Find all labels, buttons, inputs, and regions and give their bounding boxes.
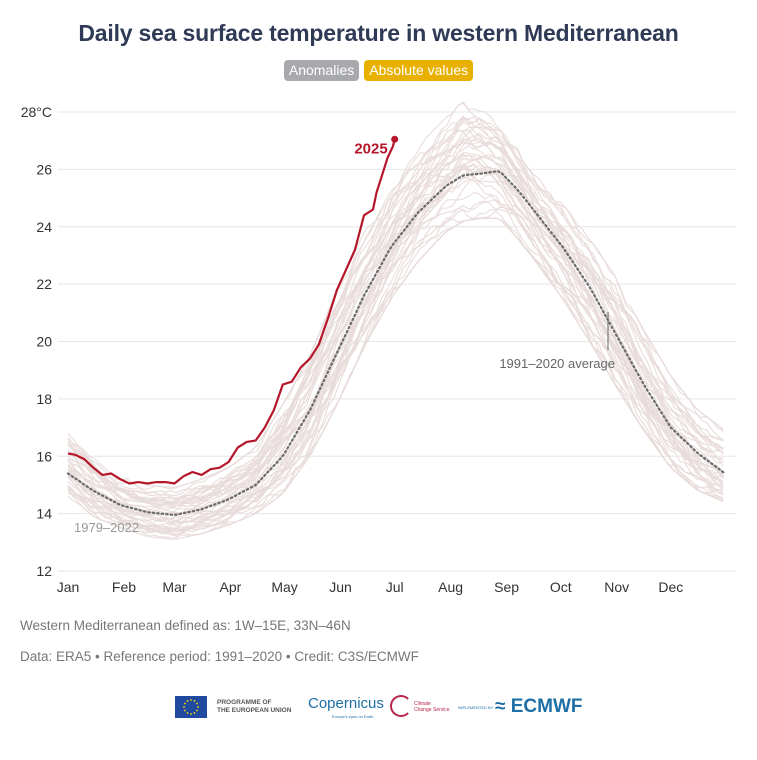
history-year-line — [67, 152, 724, 524]
x-tick-label: May — [271, 579, 297, 595]
eu-star — [196, 702, 198, 705]
y-tick-label: 28°C — [21, 104, 52, 120]
history-year-line — [67, 117, 724, 522]
eu-line-1: PROGRAMME OF — [217, 699, 272, 706]
history-year-line — [67, 158, 724, 536]
history-year-line — [67, 102, 724, 489]
c3s-label: Climate Change Service — [414, 701, 450, 713]
y-tick-label: 12 — [36, 563, 52, 579]
eu-stars-icon — [183, 699, 199, 715]
copernicus-logo: Copernicus — [308, 695, 384, 712]
eu-programme-label: PROGRAMME OF THE EUROPEAN UNION — [217, 699, 291, 715]
y-tick-label: 26 — [36, 161, 52, 177]
average-line — [66, 169, 727, 517]
history-year-line — [67, 200, 724, 533]
x-tick-label: Sep — [494, 579, 519, 595]
x-tick-label: Jun — [329, 579, 352, 595]
eu-star — [186, 700, 189, 702]
copernicus-tagline: Europe's eyes on Earth — [332, 714, 374, 719]
ecmwf-logo: ≈ ECMWF — [495, 696, 582, 718]
eu-star — [197, 706, 199, 708]
y-tick-label: 22 — [36, 276, 52, 292]
history-year-line — [67, 164, 724, 521]
x-tick-label: Jan — [57, 579, 80, 595]
ecmwf-text: ECMWF — [510, 696, 583, 717]
average-series — [66, 169, 727, 517]
x-tick-label: Dec — [658, 579, 683, 595]
c3s-line-1: Climate — [414, 701, 431, 707]
history-year-line — [67, 154, 724, 514]
x-tick-label: Oct — [550, 579, 572, 595]
c3s-thermometer-icon — [390, 695, 412, 717]
copernicus-c-icon: C — [308, 695, 319, 712]
logo-strip: PROGRAMME OF THE EUROPEAN UNION Copernic… — [0, 693, 757, 723]
eu-star — [190, 713, 192, 715]
eu-star — [196, 709, 198, 712]
x-tick-label: Nov — [604, 579, 629, 595]
eu-star — [193, 700, 196, 702]
y-axis-ticks: 12 14 16 18 20 22 24 26 28°C — [21, 104, 52, 579]
label-2025: 2025 — [354, 140, 387, 157]
anomalies-toggle[interactable]: Anomalies — [283, 60, 360, 81]
history-year-line — [67, 101, 724, 497]
eu-star — [190, 699, 192, 701]
y-tick-label: 24 — [36, 219, 52, 235]
history-year-line — [67, 217, 724, 538]
x-tick-label: Feb — [112, 579, 136, 595]
absolute-values-toggle[interactable]: Absolute values — [364, 60, 474, 81]
x-tick-label: Apr — [220, 579, 242, 595]
ecmwf-wave-icon: ≈ — [495, 696, 506, 717]
eu-flag-icon — [175, 696, 207, 718]
eu-star — [183, 706, 185, 708]
chart-title: Daily sea surface temperature in western… — [78, 20, 679, 46]
x-axis-ticks: Jan Feb Mar Apr May Jun Jul Aug Sep Oct Nov Dec — [57, 579, 684, 595]
eu-star — [184, 709, 186, 712]
gridlines — [58, 111, 736, 572]
x-tick-label: Mar — [162, 579, 186, 595]
history-year-line — [67, 140, 724, 503]
view-toggle-group: Anomalies Absolute values — [0, 60, 757, 81]
history-year-line — [67, 122, 724, 507]
copernicus-text: opernicus — [318, 695, 384, 712]
y-tick-label: 16 — [36, 448, 52, 464]
history-year-line — [67, 169, 724, 510]
y-tick-label: 14 — [36, 506, 52, 522]
highlight-series — [67, 135, 399, 485]
implemented-by-label: IMPLEMENTED BY — [458, 705, 494, 710]
y-tick-label: 20 — [36, 334, 52, 350]
highlight-end-point — [391, 135, 399, 143]
history-year-line — [67, 156, 724, 532]
region-note: Western Mediterranean defined as: 1W–15E… — [20, 618, 351, 633]
history-year-line — [67, 125, 724, 508]
x-tick-label: Aug — [438, 579, 463, 595]
eu-star — [184, 702, 186, 705]
highlight-line — [67, 139, 396, 485]
history-lines — [67, 101, 724, 540]
eu-line-2: THE EUROPEAN UNION — [217, 707, 292, 714]
label-average: 1991–2020 average — [499, 356, 615, 371]
history-year-line — [67, 115, 724, 507]
c3s-line-2: Change Service — [414, 707, 450, 713]
x-tick-label: Jul — [386, 579, 404, 595]
history-year-line — [67, 151, 724, 504]
label-history-range: 1979–2022 — [74, 520, 139, 535]
credit-note: Data: ERA5 • Reference period: 1991–2020… — [20, 649, 419, 664]
eu-star — [193, 712, 196, 714]
eu-star — [186, 712, 189, 714]
y-tick-label: 18 — [36, 391, 52, 407]
annotations: 2025 1979–2022 1991–2020 average — [74, 140, 615, 535]
history-year-line — [67, 217, 724, 530]
